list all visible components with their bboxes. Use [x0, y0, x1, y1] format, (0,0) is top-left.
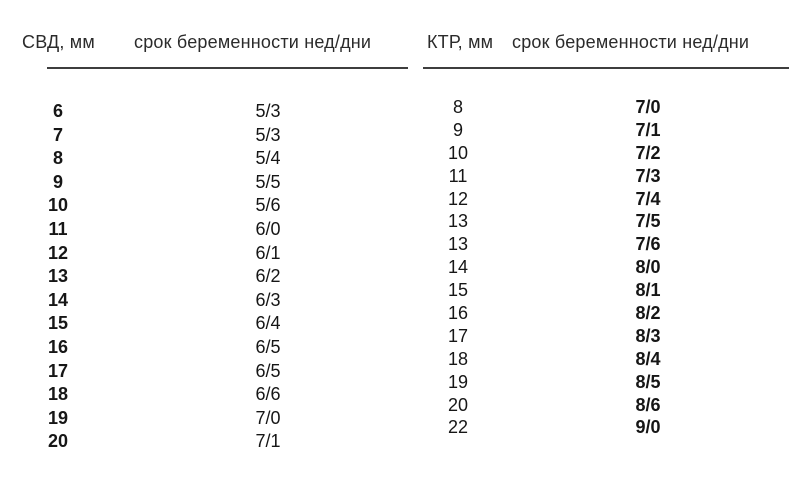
table-row: 8 7/0	[0, 96, 808, 119]
svd-term-value: 6/1	[255, 242, 281, 263]
svd-term-value: 7/1	[255, 431, 281, 452]
svd-term-value: 6/6	[255, 384, 281, 405]
table-row: 11 6/0	[0, 218, 808, 242]
svd-term-value: 6/2	[255, 266, 281, 287]
svd-mm-value: 8	[52, 148, 63, 169]
ktr-term-value: 7/2	[635, 142, 661, 163]
ktr-mm-value: 19	[447, 371, 469, 392]
svd-mm-value: 19	[47, 407, 69, 428]
svd-mm-value: 10	[47, 195, 69, 216]
ktr-mm-value: 13	[447, 234, 469, 255]
ktr-column-header: КТР, мм	[427, 32, 494, 52]
table-row: 14 8/0	[0, 256, 808, 279]
svd-term-value: 6/5	[255, 336, 281, 357]
ktr-mm-value: 20	[447, 394, 469, 415]
table-row: 20 8/6	[0, 394, 808, 417]
table-row: 22 9/0	[0, 416, 808, 439]
table-row: 10 7/2	[0, 142, 808, 165]
table-row: 17 6/5	[0, 360, 808, 384]
svd-header-rule	[47, 67, 408, 69]
table-row: 20 7/1	[0, 430, 808, 454]
ktr-mm-value: 11	[448, 165, 468, 186]
table-row: 13 7/5	[0, 210, 808, 233]
ktr-mm-value: 8	[452, 97, 463, 117]
table-row: 18 6/6	[0, 383, 808, 407]
svd-table-body: 6 5/3 7 5/3 8 5/4 9 5/5 10 5/6 11 6/0 12…	[0, 100, 808, 454]
ktr-term-value: 8/0	[635, 257, 661, 278]
svd-mm-value: 13	[47, 266, 69, 287]
table-row: 10 5/6	[0, 194, 808, 218]
ktr-term-value: 7/4	[635, 188, 661, 209]
table-row: 13 7/6	[0, 233, 808, 256]
svd-term-value: 5/5	[255, 171, 281, 192]
ktr-term-value: 9/0	[635, 417, 661, 438]
svd-mm-value: 7	[52, 124, 63, 145]
ktr-mm-value: 15	[447, 280, 469, 301]
table-row: 16 6/5	[0, 336, 808, 360]
ktr-mm-value: 9	[452, 119, 463, 140]
svd-mm-value: 11	[48, 218, 68, 239]
ktr-mm-value: 16	[447, 303, 469, 324]
svd-mm-value: 9	[52, 171, 63, 192]
ktr-term-value: 7/0	[635, 97, 661, 117]
ktr-term-value: 8/5	[635, 371, 661, 392]
table-row: 19 7/0	[0, 407, 808, 431]
ktr-term-value: 7/1	[635, 119, 661, 140]
ktr-mm-value: 13	[447, 211, 469, 232]
ktr-term-value: 8/2	[635, 303, 661, 324]
ktr-header-rule	[423, 67, 789, 69]
ktr-mm-value: 17	[447, 325, 469, 346]
table-row: 9 5/5	[0, 171, 808, 195]
table-row: 9 7/1	[0, 119, 808, 142]
table-row: 17 8/3	[0, 325, 808, 348]
ktr-term-value: 8/3	[635, 325, 661, 346]
svd-term-column-header: срок беременности нед/дни	[134, 32, 372, 52]
svd-term-value: 7/0	[255, 407, 281, 428]
table-row: 12 7/4	[0, 188, 808, 211]
svd-mm-value: 15	[47, 313, 69, 334]
svd-mm-value: 16	[47, 336, 69, 357]
svd-mm-value: 12	[47, 242, 69, 263]
svd-term-value: 6/3	[255, 289, 281, 310]
svd-term-value: 5/3	[255, 124, 281, 145]
ktr-term-value: 8/4	[635, 348, 661, 369]
ktr-mm-value: 14	[447, 257, 469, 278]
svd-term-value: 5/4	[255, 148, 281, 169]
table-row: 7 5/3	[0, 124, 808, 148]
table-row: 15 8/1	[0, 279, 808, 302]
svd-term-value: 5/6	[255, 195, 281, 216]
table-row: 12 6/1	[0, 242, 808, 266]
ktr-term-value: 7/6	[635, 234, 661, 255]
table-row: 18 8/4	[0, 348, 808, 371]
svd-term-value: 6/4	[255, 313, 281, 334]
ktr-term-column-header: срок беременности нед/дни	[512, 32, 750, 52]
table-row: 11 7/3	[0, 165, 808, 188]
svd-term-value: 6/5	[255, 360, 281, 381]
svd-term-value: 5/3	[255, 101, 281, 121]
ktr-term-value: 8/6	[635, 394, 661, 415]
ktr-term-value: 7/3	[635, 165, 661, 186]
table-row: 16 8/2	[0, 302, 808, 325]
table-row: 6 5/3	[0, 100, 808, 124]
svd-mm-value: 14	[47, 289, 69, 310]
svd-mm-value: 6	[52, 101, 63, 121]
svd-mm-value: 20	[47, 431, 69, 452]
table-row: 19 8/5	[0, 371, 808, 394]
svd-column-header: СВД, мм	[22, 32, 95, 52]
ktr-mm-value: 22	[447, 417, 469, 438]
table-row: 14 6/3	[0, 289, 808, 313]
table-row: 13 6/2	[0, 265, 808, 289]
ktr-mm-value: 18	[447, 348, 469, 369]
ktr-term-value: 7/5	[635, 211, 661, 232]
ktr-mm-value: 12	[447, 188, 469, 209]
ktr-table-body: 8 7/0 9 7/1 10 7/2 11 7/3 12 7/4 13 7/5 …	[0, 96, 808, 439]
svd-term-value: 6/0	[255, 218, 281, 239]
ktr-mm-value: 10	[447, 142, 469, 163]
table-row: 15 6/4	[0, 312, 808, 336]
svd-mm-value: 17	[47, 360, 69, 381]
svd-mm-value: 18	[47, 384, 69, 405]
ktr-term-value: 8/1	[635, 280, 661, 301]
table-row: 8 5/4	[0, 147, 808, 171]
